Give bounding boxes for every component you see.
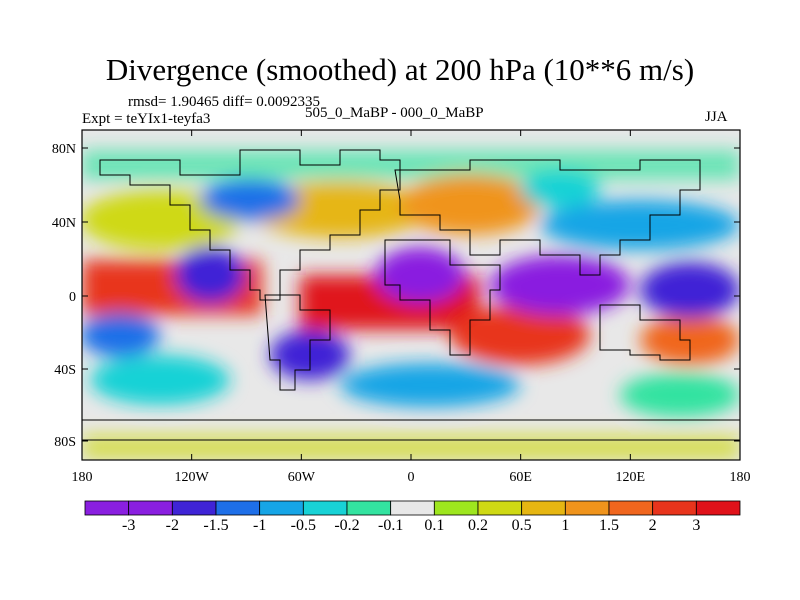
latitude-axis: 80N 40N 0 40S 80S — [52, 142, 740, 450]
colorbar-swatch — [215, 500, 261, 516]
colorbar-tick-label: 2 — [648, 517, 657, 534]
colorbar-tick-label: 0.2 — [468, 517, 488, 534]
colorbar — [84, 500, 741, 516]
lon-tick-label: 60E — [509, 470, 532, 485]
colorbar-tick-label: 0.1 — [424, 517, 445, 534]
map-field — [82, 130, 740, 460]
colorbar-swatch — [128, 500, 173, 516]
colorbar-tick-label: 1.5 — [599, 517, 619, 534]
colorbar-swatch — [521, 500, 566, 516]
colorbar-tick-label: -0.2 — [334, 517, 360, 534]
plot-title: Divergence (smoothed) at 200 hPa (10**6 … — [105, 52, 695, 87]
lat-tick-label: 40N — [52, 216, 76, 231]
colorbar-swatch — [302, 500, 348, 516]
longitude-axis: 180 120W 60W 0 60E 120E 180 — [72, 130, 751, 485]
colorbar-swatch — [171, 500, 217, 516]
coastlines — [82, 149, 740, 441]
colorbar-tick-label: -0.1 — [377, 517, 404, 534]
colorbar-tick-label: 1 — [561, 517, 570, 534]
colorbar-swatch — [346, 500, 392, 516]
season-label: JJA — [705, 109, 728, 125]
colorbar-tick-label: -1.5 — [203, 517, 229, 534]
colorbar-swatch — [259, 500, 304, 516]
lon-tick-label: 120E — [616, 470, 646, 485]
experiment-label: Expt = teYIx1-teyfa3 — [82, 111, 211, 127]
colorbar-swatch — [433, 500, 479, 516]
lat-tick-label: 80N — [52, 142, 76, 157]
lon-tick-label: 120W — [175, 470, 210, 485]
lat-tick-label: 0 — [69, 290, 76, 305]
colorbar-tick-label: 3 — [692, 517, 701, 534]
lat-tick-label: 40S — [54, 363, 76, 378]
stats-label: rmsd= 1.90465 diff= 0.0092335 — [128, 94, 321, 110]
colorbar-swatch — [695, 500, 741, 516]
colorbar-tick-label: -2 — [165, 517, 179, 534]
colorbar-swatch — [564, 500, 610, 516]
colorbar-tick-label: 0.5 — [511, 517, 532, 534]
lat-tick-label: 80S — [54, 435, 76, 450]
lon-tick-label: 180 — [72, 470, 93, 485]
colorbar-tick-label: -0.5 — [290, 517, 316, 534]
colorbar-swatch — [652, 500, 697, 516]
colorbar-swatch — [84, 500, 130, 516]
colorbar-swatch — [477, 500, 523, 516]
colorbar-swatch — [390, 500, 435, 516]
lon-tick-label: 0 — [408, 470, 415, 485]
colorbar-tick-label: -1 — [252, 517, 267, 534]
colorbar-swatch — [608, 500, 654, 516]
comparison-label: 505_0_MaBP - 000_0_MaBP — [305, 105, 484, 121]
colorbar-tick-label: -3 — [121, 517, 136, 534]
lon-tick-label: 180 — [730, 470, 751, 485]
lon-tick-label: 60W — [288, 470, 316, 485]
